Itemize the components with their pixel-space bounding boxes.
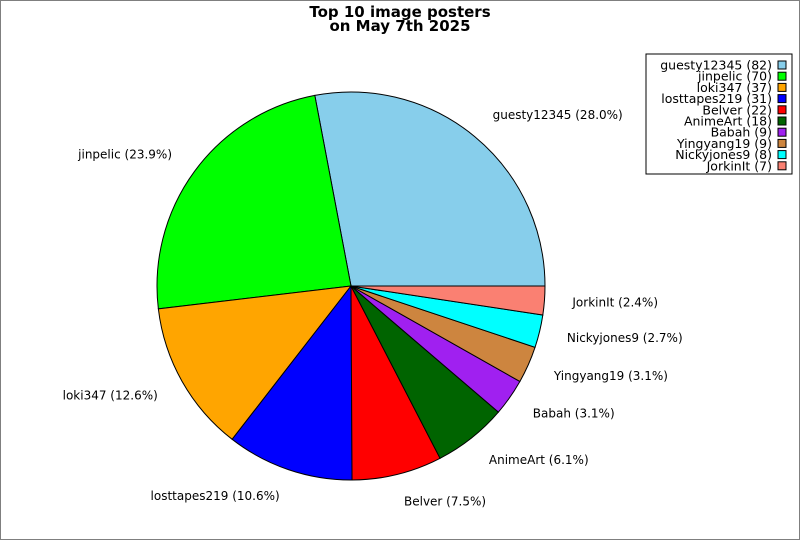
pie-slice-jorkinit bbox=[350, 285, 546, 316]
slice-label-belver: Belver (7.5%) bbox=[404, 495, 486, 509]
slice-label-jinpelic: jinpelic (23.9%) bbox=[77, 148, 172, 162]
chart-title-line-1: Top 10 image posters bbox=[309, 3, 490, 21]
legend-label-jorkinit: JorkinIt (7) bbox=[706, 158, 772, 173]
legend-label-babah: Babah (9) bbox=[711, 125, 772, 140]
slice-label-animeart: AnimeArt (6.1%) bbox=[489, 453, 589, 467]
pie-slices bbox=[156, 91, 546, 481]
legend-box bbox=[645, 53, 793, 175]
slice-label-guesty12345: guesty12345 (28.0%) bbox=[493, 108, 623, 122]
legend-swatch-belver bbox=[777, 105, 787, 115]
legend-swatch-jorkinit bbox=[777, 161, 787, 171]
legend-swatch-losttapes219 bbox=[777, 94, 787, 104]
pie-slice-guesty12345 bbox=[314, 91, 546, 287]
slice-label-babah: Babah (3.1%) bbox=[533, 406, 615, 420]
legend-swatch-guesty12345 bbox=[777, 60, 787, 70]
legend-swatch-nickyjones9 bbox=[777, 150, 787, 160]
chart-title-line-2: on May 7th 2025 bbox=[329, 17, 470, 35]
legend-label-nickyjones9: Nickyjones9 (8) bbox=[675, 147, 772, 162]
pie-slice-losttapes219 bbox=[231, 284, 353, 481]
legend: guesty12345 (82)jinpelic (70)loki347 (37… bbox=[645, 53, 793, 175]
legend-label-belver: Belver (22) bbox=[702, 102, 772, 117]
legend-swatch-animeart bbox=[777, 116, 787, 126]
slice-label-jorkinit: JorkinIt (2.4%) bbox=[571, 296, 658, 310]
slice-label-nickyjones9: Nickyjones9 (2.7%) bbox=[567, 331, 683, 345]
legend-label-loki347: loki347 (37) bbox=[697, 80, 772, 95]
legend-swatch-loki347 bbox=[777, 82, 787, 92]
pie-slice-jinpelic bbox=[156, 94, 352, 310]
legend-label-jinpelic: jinpelic (70) bbox=[697, 69, 772, 84]
legend-swatch-jinpelic bbox=[777, 71, 787, 81]
legend-label-yingyang19: Yingyang19 (9) bbox=[676, 136, 772, 151]
legend-swatch-yingyang19 bbox=[777, 138, 787, 148]
pie-slice-labels: guesty12345 (28.0%) jinpelic (23.9%) loki3… bbox=[63, 108, 683, 509]
pie-slice-loki347 bbox=[157, 285, 353, 441]
legend-label-losttapes219: losttapes219 (31) bbox=[661, 91, 772, 106]
slice-label-losttapes219: losttapes219 (10.6%) bbox=[151, 489, 280, 503]
slice-label-loki347: loki347 (12.6%) bbox=[63, 388, 158, 402]
legend-label-guesty12345: guesty12345 (82) bbox=[660, 58, 772, 73]
legend-swatch-babah bbox=[777, 127, 787, 137]
slice-label-yingyang19: Yingyang19 (3.1%) bbox=[553, 369, 668, 383]
legend-label-animeart: AnimeArt (18) bbox=[684, 114, 772, 129]
